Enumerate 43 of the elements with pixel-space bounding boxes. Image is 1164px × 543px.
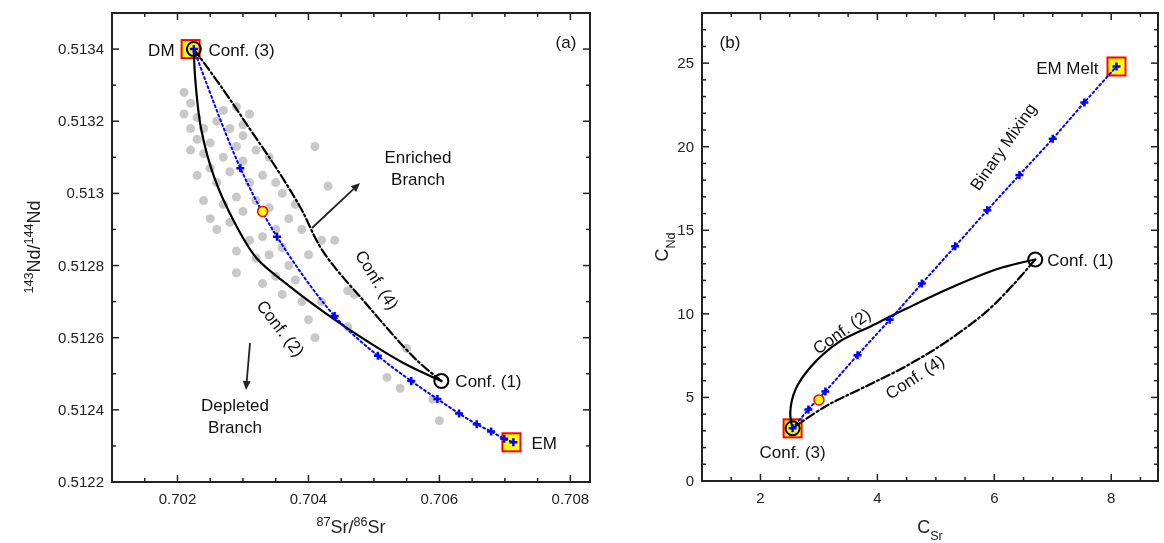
y-tick-label: 10 [677, 304, 694, 322]
x-tick-label: 0.704 [289, 490, 328, 507]
annotation: Depleted Branch [200, 396, 270, 437]
text: Conf. (4) [882, 351, 948, 404]
x-tick-label: 0.702 [158, 490, 197, 507]
annotation: Conf. (3) [208, 41, 275, 61]
x-tick-label: 0.706 [420, 490, 459, 507]
x-tick-label: 4 [873, 489, 882, 506]
x-tick-label: 2 [756, 489, 765, 506]
point [256, 205, 269, 218]
y-tick-label: 15 [677, 221, 694, 239]
y-tick-label: 20 [677, 137, 694, 155]
y-tick-label: 5 [685, 388, 694, 406]
y-tick-label: 25 [677, 54, 694, 72]
y-tick-label: 0.5128 [58, 256, 104, 274]
point [471, 419, 482, 430]
y-tick-label: 0.5132 [58, 112, 104, 130]
annotation: Enriched Branch [384, 148, 452, 189]
y-tick-label: 0.5122 [58, 473, 104, 490]
annotation: (b) [719, 33, 741, 52]
x-axis-title: C$_{Sr}$ [917, 517, 943, 543]
point [803, 404, 814, 415]
y-tick-label: 0.5126 [58, 328, 104, 346]
point [1027, 251, 1044, 268]
point [1079, 97, 1090, 108]
point [433, 372, 450, 389]
x-tick-label: 0.708 [551, 490, 590, 507]
y-tick-label: 0 [685, 472, 694, 489]
x-tick-label: 8 [1107, 489, 1116, 506]
annotation: Conf. (3) [759, 443, 826, 463]
y-tick-label: 0.5134 [58, 40, 104, 58]
annotation: EM [531, 434, 557, 454]
annotation: EM Melt [1036, 59, 1099, 79]
y-tick-label: 0.513 [66, 184, 104, 202]
x-tick-label: 6 [990, 489, 999, 506]
y-tick-label: 0.5124 [58, 400, 104, 418]
annotation: Conf. (1) [1047, 250, 1114, 270]
annotation: (a) [555, 33, 577, 52]
annotation: DM [148, 41, 175, 61]
point [813, 394, 825, 406]
x-axis-title: $^{87}$Sr/$^{86}$Sr [316, 515, 386, 537]
point [820, 386, 831, 397]
annotation: Conf. (1) [455, 371, 522, 391]
